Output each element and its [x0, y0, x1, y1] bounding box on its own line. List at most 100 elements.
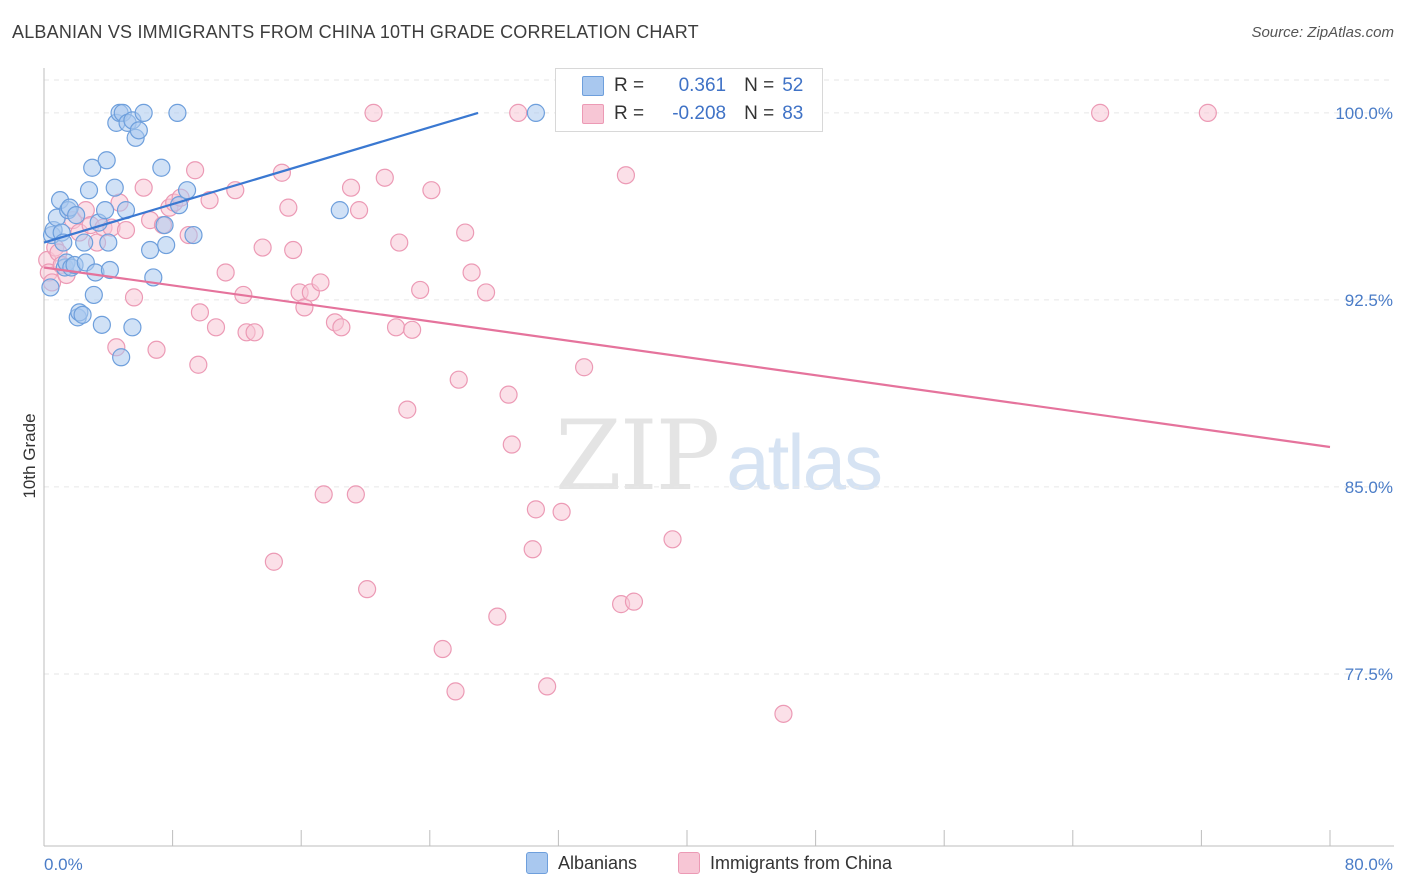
- data-point: [364, 103, 383, 122]
- data-point: [186, 161, 205, 180]
- data-point: [476, 283, 496, 302]
- data-point: [346, 485, 365, 504]
- legend-label-albanians: Albanians: [558, 852, 638, 873]
- data-point: [330, 201, 349, 220]
- data-point: [488, 607, 507, 626]
- legend-row-albanians: R = 0.361 N = 52: [582, 75, 803, 97]
- legend-swatch-albanians: [526, 852, 548, 874]
- tick-labels: 100.0% 92.5% 85.0% 77.5% 0.0% 80.0%: [44, 104, 1393, 874]
- data-point: [375, 168, 394, 187]
- data-point: [152, 158, 171, 177]
- data-point: [134, 103, 153, 122]
- data-point: [462, 263, 481, 282]
- data-point: [190, 303, 210, 322]
- legend-n-value: 83: [782, 103, 804, 124]
- legend-n-label: N =: [744, 75, 775, 96]
- data-point: [386, 318, 406, 337]
- data-point: [99, 233, 118, 252]
- watermark: ZIP atlas: [555, 400, 883, 512]
- data-point: [499, 385, 518, 404]
- data-point: [79, 181, 99, 200]
- legend-swatch-blue: [582, 76, 604, 96]
- data-point: [314, 485, 333, 504]
- data-point: [83, 158, 102, 177]
- data-point: [526, 500, 545, 519]
- y-tick-label: 77.5%: [1345, 665, 1393, 684]
- legend-r-label: R =: [614, 75, 645, 96]
- y-tick-label: 92.5%: [1345, 291, 1393, 310]
- data-point: [272, 163, 292, 182]
- legend-swatch-immigrants-from-china: [678, 852, 700, 874]
- data-point: [284, 240, 303, 260]
- data-point: [358, 580, 377, 599]
- data-point: [311, 273, 330, 292]
- data-point: [184, 225, 203, 245]
- data-point: [1091, 103, 1110, 122]
- axes: [43, 68, 1394, 847]
- data-point: [123, 318, 142, 337]
- data-point: [116, 220, 136, 240]
- data-point: [552, 502, 571, 521]
- data-point: [168, 103, 187, 122]
- data-point: [177, 181, 197, 200]
- data-point: [155, 215, 174, 235]
- data-point: [433, 639, 452, 659]
- data-point: [264, 552, 283, 571]
- y-tick-label: 100.0%: [1335, 104, 1393, 123]
- data-point: [100, 260, 120, 280]
- x-tick-label: 0.0%: [44, 855, 83, 874]
- data-point: [134, 178, 153, 197]
- data-point: [349, 201, 369, 220]
- watermark-zip: ZIP: [555, 400, 720, 512]
- data-point: [147, 340, 166, 359]
- data-point: [169, 196, 189, 215]
- data-point: [456, 223, 475, 242]
- data-point: [332, 318, 351, 337]
- x-tick-label: 80.0%: [1345, 855, 1393, 874]
- correlation-legend: R = 0.361 N = 52 R = -0.208 N = 83: [555, 68, 823, 132]
- data-point: [774, 704, 793, 723]
- data-point: [403, 320, 422, 339]
- data-point: [129, 121, 148, 140]
- data-point: [663, 530, 682, 549]
- data-point: [97, 151, 116, 170]
- data-point: [390, 233, 409, 252]
- data-point: [75, 233, 94, 252]
- data-point: [411, 280, 430, 300]
- data-point: [105, 178, 124, 197]
- legend-r-value: 0.361: [678, 75, 727, 96]
- data-point: [41, 278, 60, 297]
- data-point: [509, 103, 528, 122]
- data-point: [124, 288, 144, 307]
- data-point: [523, 540, 542, 559]
- data-point: [341, 178, 361, 197]
- series-albanians: [41, 103, 545, 367]
- legend-swatch-pink: [582, 104, 604, 124]
- data-point: [206, 318, 226, 337]
- legend-r-value: -0.208: [672, 103, 727, 124]
- data-point: [526, 103, 545, 122]
- data-point: [446, 682, 465, 701]
- legend-item-immigrants-from-china[interactable]: Immigrants from China: [678, 852, 892, 874]
- data-point: [112, 348, 131, 367]
- legend-item-albanians[interactable]: Albanians: [526, 852, 637, 874]
- data-point: [189, 355, 208, 374]
- data-point: [502, 435, 521, 454]
- legend-row-immigrants-from-china: R = -0.208 N = 83: [582, 103, 804, 125]
- data-point: [253, 238, 272, 257]
- data-point: [200, 191, 219, 210]
- trend-line: [43, 111, 479, 244]
- data-point: [216, 263, 235, 282]
- data-point: [67, 206, 86, 225]
- data-point: [84, 285, 103, 305]
- legend-r-label: R =: [614, 103, 645, 124]
- data-point: [624, 592, 644, 611]
- data-point: [279, 198, 298, 217]
- data-point: [616, 166, 636, 185]
- data-point: [538, 677, 557, 696]
- legend-n-label: N =: [744, 103, 775, 124]
- trend-line: [43, 266, 1331, 449]
- watermark-atlas: atlas: [726, 418, 883, 506]
- series-legend: Albanians Immigrants from China: [0, 852, 1406, 878]
